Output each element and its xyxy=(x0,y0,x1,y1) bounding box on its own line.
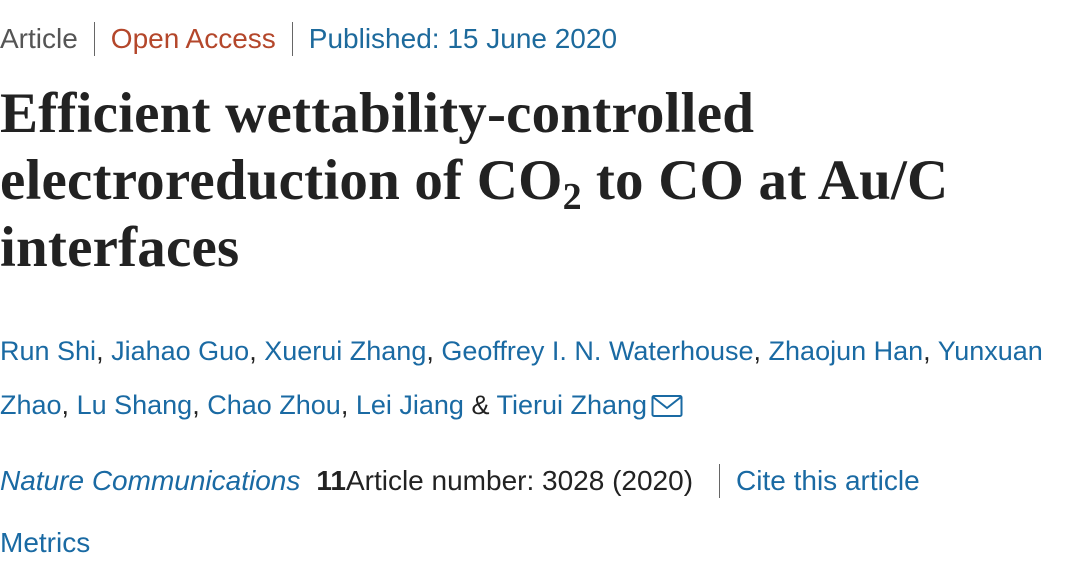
separator: , xyxy=(340,390,349,420)
subscript: 2 xyxy=(562,176,582,218)
separator: , xyxy=(96,336,104,366)
volume: 11 xyxy=(316,465,346,496)
email-icon[interactable] xyxy=(651,394,683,418)
author-link[interactable]: Yunxuan Zhao xyxy=(0,336,1043,420)
metrics-link[interactable]: Metrics xyxy=(0,527,91,558)
title-line: electroreduction of CO xyxy=(0,149,563,212)
article-type: Article xyxy=(0,23,78,54)
published-date: Published: 15 June 2020 xyxy=(308,23,618,54)
author-link[interactable]: Geoffrey I. N. Waterhouse xyxy=(441,336,754,366)
author-link[interactable]: Run Shi xyxy=(0,336,97,366)
title-line: to CO at Au/C xyxy=(595,149,949,212)
separator: , xyxy=(61,390,70,420)
article-title: Efficient wettability-controlled electro… xyxy=(0,80,948,281)
separator xyxy=(291,22,293,56)
journal-name[interactable]: Nature Communications xyxy=(0,465,301,496)
author-link[interactable]: Tierui Zhang xyxy=(496,390,648,420)
separator: , xyxy=(753,336,762,366)
author-link[interactable]: Xuerui Zhang xyxy=(264,336,427,366)
article-number: Article number: 3028 (2020) xyxy=(345,465,694,496)
author-link[interactable]: Lu Shang xyxy=(76,390,193,420)
author-link[interactable]: Lei Jiang xyxy=(355,390,464,420)
separator xyxy=(719,464,721,498)
cite-link[interactable]: Cite this article xyxy=(736,465,920,496)
separator: , xyxy=(923,336,931,366)
separator: , xyxy=(249,336,257,366)
title-line: interfaces xyxy=(0,216,240,279)
separator xyxy=(93,22,95,56)
author-link[interactable]: Zhaojun Han xyxy=(768,336,924,366)
conjunction: & xyxy=(471,390,490,420)
author-list: Run Shi, Jiahao Guo, Xuerui Zhang, Geoff… xyxy=(0,324,1078,432)
separator: , xyxy=(426,336,434,366)
author-link[interactable]: Jiahao Guo xyxy=(111,336,250,366)
separator: , xyxy=(192,390,200,420)
author-link[interactable]: Chao Zhou xyxy=(207,390,341,420)
article-meta: Article Open Access Published: 15 June 2… xyxy=(0,22,617,56)
journal-info: Nature Communications 11 Article number:… xyxy=(0,464,920,498)
open-access: Open Access xyxy=(110,23,276,54)
title-line: Efficient wettability-controlled xyxy=(0,82,755,145)
